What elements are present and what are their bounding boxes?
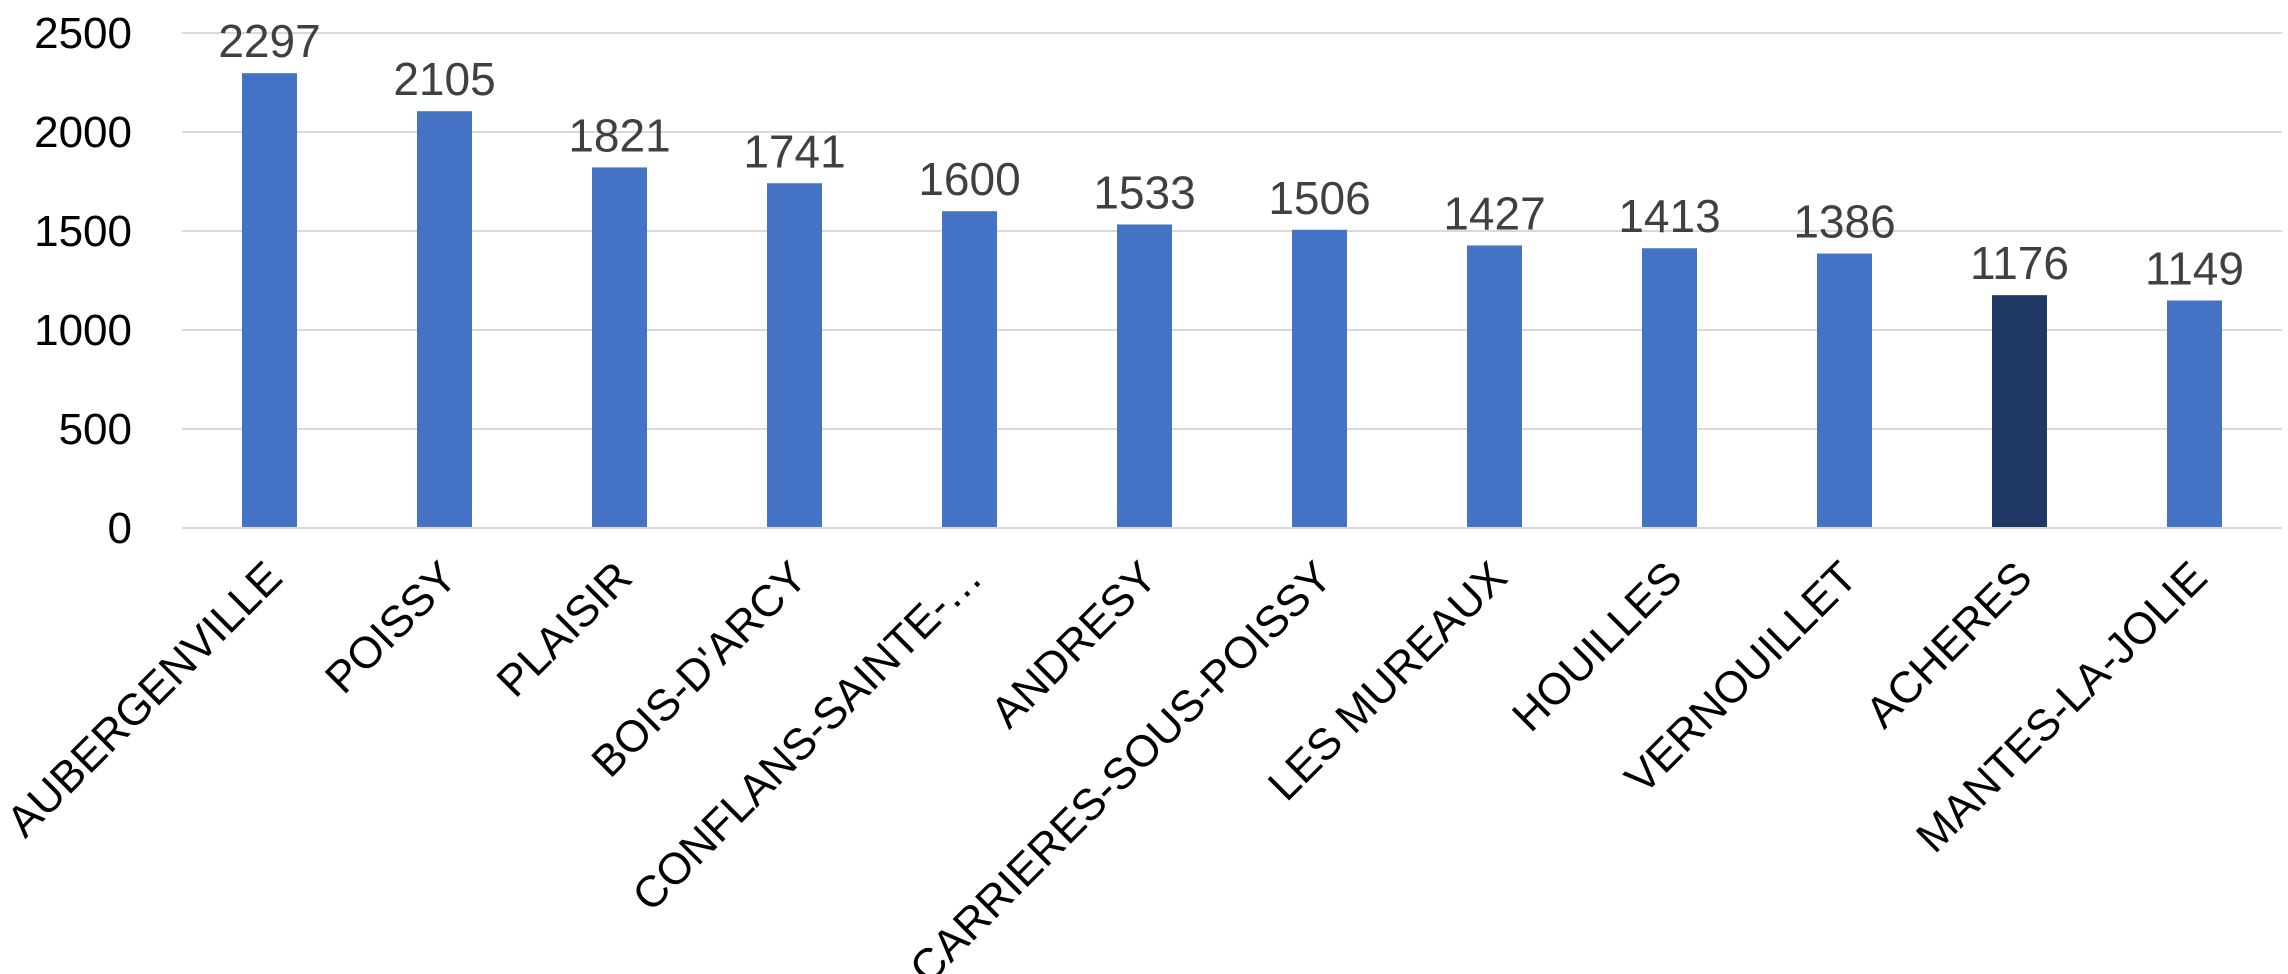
bar (2167, 300, 2222, 528)
data-label: 1386 (1793, 196, 1895, 248)
bar (242, 73, 297, 528)
x-tick-label: CONFLANS-SAINTE-… (623, 552, 991, 920)
bar (592, 167, 647, 528)
data-label: 2105 (393, 53, 495, 105)
y-tick-label: 0 (108, 504, 132, 553)
x-tick-label: HOUILLES (1503, 552, 1692, 741)
x-tick-label: MANTES-LA-JOLIE (1907, 552, 2217, 862)
bar (1117, 224, 1172, 528)
data-label: 1533 (1093, 166, 1195, 218)
bar (1292, 229, 1347, 528)
y-tick-label: 1500 (34, 207, 132, 256)
data-label: 1600 (918, 153, 1020, 205)
y-axis: 0 500 1000 1500 2000 2500 (34, 9, 132, 553)
x-tick-label: PLAISIR (488, 552, 642, 706)
gridlines (182, 32, 2282, 430)
bar (1642, 248, 1697, 528)
x-axis: AUBERGENVILLE POISSY PLAISIRBOIS-D'ARCYCON… (0, 527, 2282, 974)
data-label: 1506 (1268, 172, 1370, 224)
y-tick-label: 2500 (34, 9, 132, 58)
x-tick-label: POISSY (316, 552, 467, 703)
y-tick-label: 500 (59, 405, 132, 454)
bar (767, 183, 822, 529)
data-label: 1821 (568, 109, 670, 161)
bar (1467, 245, 1522, 529)
data-label: 1413 (1618, 190, 1720, 242)
data-labels: 2297 2105 1821 1741 1600 1533 1506 1427 1413 1386… (218, 15, 2244, 294)
data-label: 1427 (1443, 187, 1545, 239)
y-tick-label: 1000 (34, 306, 132, 355)
x-tick-label: AUBERGENVILLE (0, 552, 292, 846)
bar (1992, 295, 2047, 528)
bar (417, 111, 472, 529)
x-tick-label: ACHERES (1857, 552, 2042, 737)
x-tick-label: ANDRESY (982, 552, 1167, 737)
bar (942, 211, 997, 528)
data-label: 2297 (218, 15, 320, 67)
bars (242, 73, 2222, 529)
data-label: 1741 (743, 125, 845, 177)
y-tick-label: 2000 (34, 108, 132, 157)
bar (1817, 253, 1872, 528)
data-label: 1149 (2145, 242, 2244, 294)
data-label: 1176 (1970, 237, 2069, 289)
